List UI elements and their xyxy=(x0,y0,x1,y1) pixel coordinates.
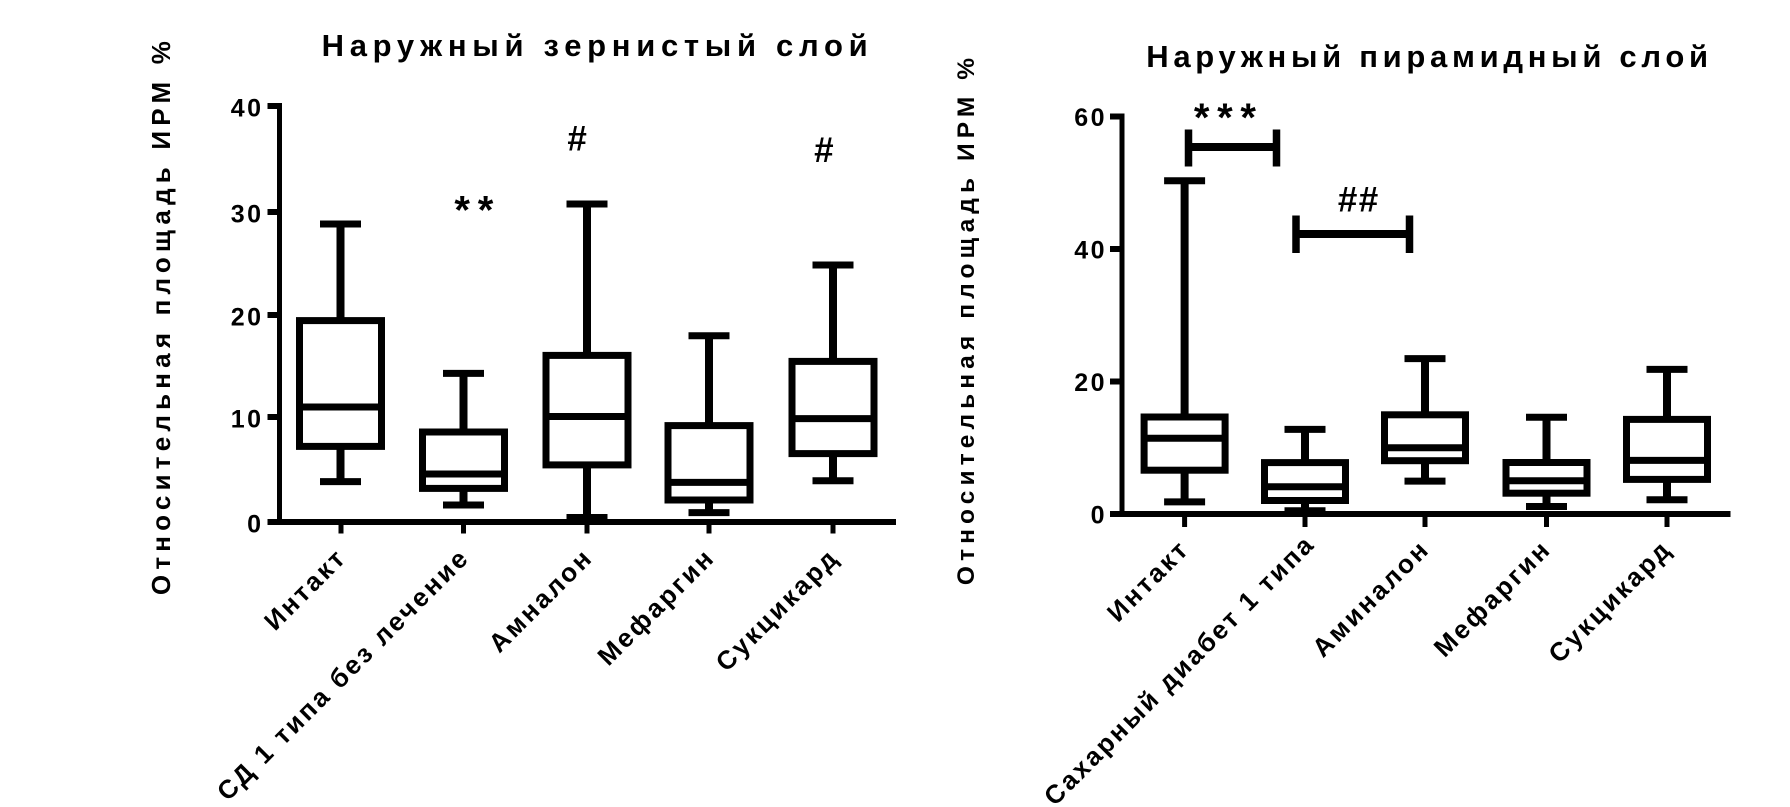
svg-text:Наружный зернистый слой: Наружный зернистый слой xyxy=(322,28,874,63)
svg-text:20: 20 xyxy=(231,304,264,332)
svg-text:30: 30 xyxy=(231,201,264,229)
svg-text:**: ** xyxy=(454,189,501,233)
svg-text:#: # xyxy=(814,131,833,170)
svg-text:40: 40 xyxy=(1074,237,1107,265)
svg-text:60: 60 xyxy=(1074,104,1107,132)
svg-text:20: 20 xyxy=(1074,369,1107,397)
svg-text:***: *** xyxy=(1194,96,1264,140)
svg-text:0: 0 xyxy=(1091,502,1107,530)
svg-text:Наружный пирамидный слой: Наружный пирамидный слой xyxy=(1146,39,1712,74)
svg-text:##: ## xyxy=(1338,180,1380,219)
svg-text:Относительная площадь ИРМ %: Относительная площадь ИРМ % xyxy=(146,36,176,595)
svg-text:40: 40 xyxy=(231,95,264,123)
svg-text:10: 10 xyxy=(231,406,264,434)
svg-text:0: 0 xyxy=(247,511,263,539)
svg-text:Относительная площадь ИРМ %: Относительная площадь ИРМ % xyxy=(953,53,980,585)
svg-text:#: # xyxy=(567,119,586,158)
